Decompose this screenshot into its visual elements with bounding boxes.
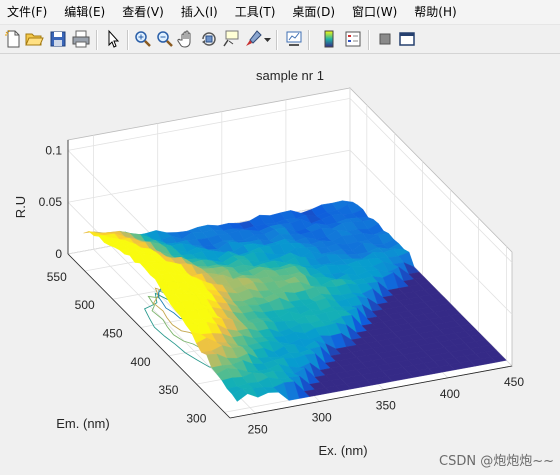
menu-item[interactable]: 文件(F) xyxy=(7,5,48,19)
x-tick-label: 250 xyxy=(248,422,268,436)
menu-item[interactable]: 编辑(E) xyxy=(64,5,106,19)
menu-bar: 文件(F) 编辑(E) 查看(V) 插入(I) 工具(T) 桌面(D) 窗口(W) 帮助(H) xyxy=(0,0,560,24)
menu-item[interactable]: 帮助(H) xyxy=(414,5,457,19)
rotate-3d-icon[interactable] xyxy=(199,29,219,49)
menu-item[interactable]: 窗口(W) xyxy=(352,5,398,19)
chart-title: sample nr 1 xyxy=(256,68,324,83)
zoom-out-icon[interactable] xyxy=(155,29,175,49)
save-icon[interactable] xyxy=(48,29,68,49)
y-tick-label: 300 xyxy=(186,411,206,425)
colorbar-icon[interactable] xyxy=(319,29,339,49)
menu-item[interactable]: 桌面(D) xyxy=(292,5,336,19)
print-icon[interactable] xyxy=(71,29,91,49)
x-tick-label: 350 xyxy=(376,399,396,413)
y-tick-label: 350 xyxy=(158,383,178,397)
x-tick-label: 450 xyxy=(504,375,524,389)
z-axis-label: R.U xyxy=(13,196,28,218)
y-axis-label: Em. (nm) xyxy=(56,416,109,431)
surface-patch xyxy=(490,354,507,363)
legend-icon[interactable] xyxy=(343,29,363,49)
menu-item[interactable]: 插入(I) xyxy=(180,5,218,19)
grid-line xyxy=(93,135,256,414)
y-axis-line xyxy=(67,253,231,419)
z-tick-label: 0.1 xyxy=(45,143,62,157)
new-figure-icon[interactable] xyxy=(3,29,23,49)
y-tick-label: 550 xyxy=(47,270,67,284)
open-file-icon[interactable] xyxy=(24,29,44,49)
z-tick-label: 0.05 xyxy=(39,195,63,209)
watermark: CSDN @炮炮炮~~ xyxy=(439,454,554,469)
pointer-icon[interactable] xyxy=(103,29,123,49)
menu-item[interactable]: 查看(V) xyxy=(122,5,164,19)
x-tick-label: 300 xyxy=(312,410,332,424)
grid-line xyxy=(67,149,513,367)
menu-item[interactable]: 工具(T) xyxy=(234,5,276,19)
y-tick-label: 450 xyxy=(103,327,123,341)
pan-icon[interactable] xyxy=(177,29,197,49)
x-axis-label: Ex. (nm) xyxy=(318,443,367,458)
surface-mesh xyxy=(83,200,507,402)
link-plot-icon[interactable] xyxy=(284,29,304,49)
zoom-in-icon[interactable] xyxy=(133,29,153,49)
x-tick-label: 400 xyxy=(440,387,460,401)
brush-dropdown-icon[interactable] xyxy=(258,29,271,49)
surface-plot[interactable]: 250 300 350 400 450 300 350 400 450 500 550 0 0.05 0.… xyxy=(0,55,560,475)
y-tick-label: 400 xyxy=(131,355,151,369)
data-cursor-icon[interactable] xyxy=(221,29,241,49)
brush-icon[interactable] xyxy=(243,29,263,49)
hide-plot-tools-icon[interactable] xyxy=(375,29,395,49)
y-tick-label: 500 xyxy=(75,298,95,312)
z-tick-label: 0 xyxy=(55,247,62,261)
figure-canvas[interactable]: 250 300 350 400 450 300 350 400 450 500 550 0 0.05 0.… xyxy=(0,55,560,475)
show-plot-tools-icon[interactable] xyxy=(397,29,417,49)
x-axis-line xyxy=(229,365,513,419)
figure-toolbar xyxy=(0,24,560,54)
